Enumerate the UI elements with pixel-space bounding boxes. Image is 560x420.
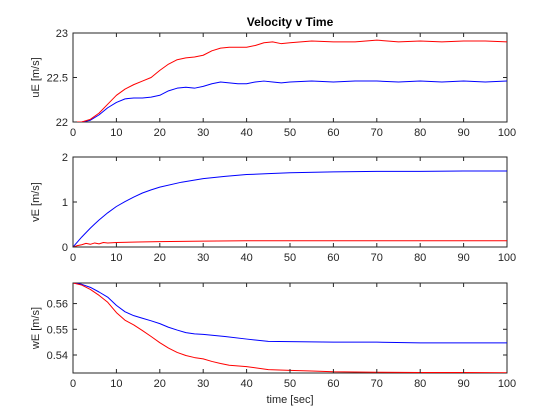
subplot-2-xtick-label-0: 0: [70, 252, 76, 264]
subplot-2-xtick-label-5: 50: [284, 252, 296, 264]
subplot-3-xtick-label-9: 90: [457, 378, 469, 390]
subplot-1-xtick-label-0: 0: [70, 127, 76, 139]
subplot-1-ytick-label-0: 22: [56, 117, 68, 129]
subplot-1-series-1-line: [73, 80, 507, 122]
subplot-3-xtick-label-6: 60: [327, 378, 339, 390]
subplot-3: 0 10 20 30 40 50 60 70 80 90 100 0.54 0.55 0.56 wE [m/…: [30, 282, 516, 406]
subplot-2-xtick-label-6: 60: [327, 252, 339, 264]
subplot-3-xtick-label-10: 100: [498, 378, 516, 390]
subplot-2-ylabel: vE [m/s]: [30, 182, 42, 222]
subplot-2-xtick-label-9: 90: [457, 252, 469, 264]
subplot-1-ytick-label-1: 22.5: [47, 73, 68, 85]
subplot-2: 0 10 20 30 40 50 60 70 80 90 100 0 1 2 vE [m/s]: [30, 152, 516, 264]
subplot-2-xtick-label-4: 40: [240, 252, 252, 264]
subplot-3-xtick-label-0: 0: [70, 378, 76, 390]
subplot-1-xtick-label-3: 30: [197, 127, 209, 139]
subplot-2-xtick-label-10: 100: [498, 252, 516, 264]
subplot-2-xtick-label-3: 30: [197, 252, 209, 264]
subplot-1-xtick-label-1: 10: [110, 127, 122, 139]
subplot-1-xtick-label-10: 100: [498, 127, 516, 139]
subplot-3-xtick-label-2: 20: [154, 378, 166, 390]
subplot-1: 0 10 20 30 40 50 60 70 80 90 100 22 22.5 23 uE [m/s]: [30, 28, 516, 139]
subplot-3-ytick-label-2: 0.56: [47, 299, 68, 311]
subplot-3-series-1-line: [73, 283, 507, 344]
subplot-2-series-1-line: [73, 170, 507, 247]
subplot-1-ylabel: uE [m/s]: [30, 57, 42, 97]
subplot-2-series-2-line: [73, 240, 507, 247]
subplot-3-xtick-label-3: 30: [197, 378, 209, 390]
subplot-1-axes-frame: [72, 32, 508, 123]
subplot-3-xtick-label-8: 80: [414, 378, 426, 390]
subplot-2-xtick-label-7: 70: [371, 252, 383, 264]
subplot-2-xtick-label-1: 10: [110, 252, 122, 264]
subplot-3-ytick-label-0: 0.54: [47, 350, 68, 362]
subplot-1-xtick-label-2: 20: [154, 127, 166, 139]
subplot-3-xtick-label-4: 40: [240, 378, 252, 390]
figure-title: Velocity v Time: [247, 15, 334, 29]
subplot-2-ytick-label-0: 0: [62, 242, 68, 254]
subplot-1-xtick-label-7: 70: [371, 127, 383, 139]
subplot-1-xtick-label-5: 50: [284, 127, 296, 139]
subplot-3-xlabel: time [sec]: [266, 394, 313, 406]
subplot-1-ytick-label-2: 23: [56, 28, 68, 40]
subplot-3-ylabel: wE [m/s]: [30, 307, 42, 350]
subplot-1-xtick-label-9: 90: [457, 127, 469, 139]
subplot-2-ytick-label-1: 1: [62, 197, 68, 209]
subplot-3-ytick-label-1: 0.55: [47, 324, 68, 336]
subplot-3-xtick-label-5: 50: [284, 378, 296, 390]
subplot-3-xtick-label-7: 70: [371, 378, 383, 390]
subplot-1-xtick-label-4: 40: [240, 127, 252, 139]
subplot-1-xtick-label-8: 80: [414, 127, 426, 139]
subplot-2-axes-frame: [72, 156, 508, 248]
subplot-3-xtick-label-1: 10: [110, 378, 122, 390]
subplot-1-xtick-label-6: 60: [327, 127, 339, 139]
subplot-2-ytick-label-2: 2: [62, 152, 68, 164]
subplot-1-series-2-line: [73, 39, 507, 122]
subplot-3-axes-frame: [72, 282, 508, 374]
subplot-2-xtick-label-2: 20: [154, 252, 166, 264]
subplot-2-xtick-label-8: 80: [414, 252, 426, 264]
subplot-3-series-2-line: [73, 283, 507, 373]
